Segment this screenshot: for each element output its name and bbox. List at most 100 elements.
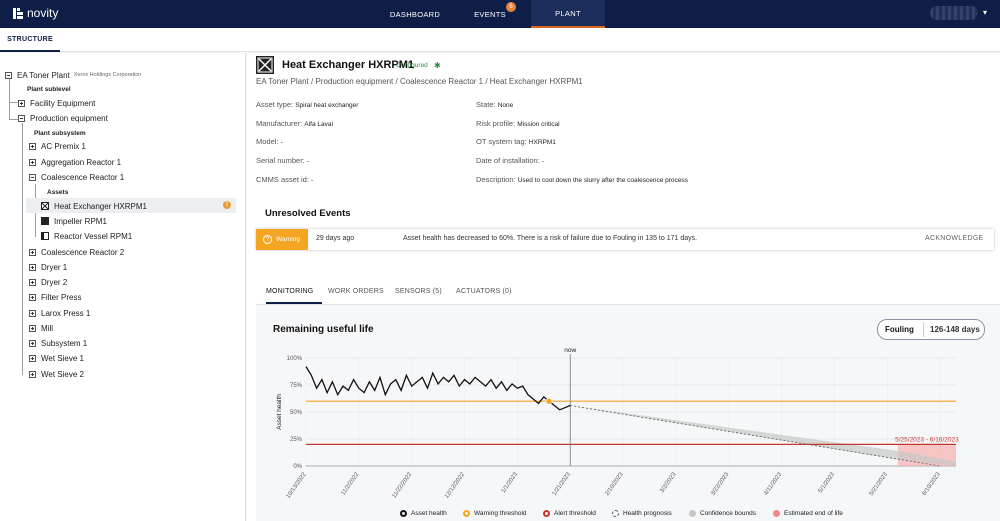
tree-connector	[9, 102, 19, 103]
tree-node-subsystem[interactable]: Larox Press 1	[29, 306, 90, 320]
expand-icon[interactable]	[29, 354, 36, 362]
question-icon: ?	[263, 235, 272, 244]
y-tick-label: 0%	[293, 464, 302, 470]
tab-divider	[256, 304, 1000, 305]
tree-node-subsystem[interactable]: Wet Sieve 1	[29, 351, 84, 365]
collapse-icon[interactable]	[5, 71, 12, 79]
legend-alert-threshold[interactable]: Alert threshold	[543, 510, 596, 517]
x-tick-label: 2/10/2023	[604, 471, 625, 497]
chevron-down-icon[interactable]: ▾	[983, 8, 988, 17]
collapse-icon[interactable]	[29, 173, 36, 181]
plant-structure-tree	[0, 53, 246, 521]
x-tick-label: 4/11/2023	[763, 471, 783, 496]
tab-sensors[interactable]: SENSORS (5)	[395, 288, 442, 295]
tree-node-asset[interactable]: Impeller RPM1	[41, 214, 107, 228]
app-logo-text: novity	[27, 6, 59, 20]
user-account-menu[interactable]	[930, 6, 978, 20]
x-tick-label: 5/1/2023	[818, 471, 837, 494]
tree-node-subsystem[interactable]: Coalescence Reactor 1	[29, 170, 124, 184]
legend-asset-health[interactable]: Asset health	[400, 510, 447, 517]
expand-icon[interactable]	[29, 370, 36, 378]
tree-node-label: Larox Press 1	[41, 308, 91, 318]
legend-estimated-end-of-life[interactable]: Estimated end of life	[773, 510, 843, 517]
novity-logo-icon	[13, 7, 24, 19]
expand-icon[interactable]	[29, 293, 36, 301]
tree-node-subsystem[interactable]: AC Premix 1	[29, 139, 86, 153]
tab-actuators[interactable]: ACTUATORS (0)	[456, 288, 512, 295]
tree-node-asset-selected[interactable]: Heat Exchanger HXRPM1	[41, 199, 147, 213]
nav-dashboard[interactable]: DASHBOARD	[389, 9, 441, 19]
nav-events[interactable]: EVENTS	[455, 0, 525, 28]
monitoring-panel	[256, 305, 1000, 521]
app-logo[interactable]: novity	[13, 6, 58, 20]
legend-confidence-bounds[interactable]: Confidence bounds	[689, 510, 756, 517]
x-tick-label: 6/10/2023	[922, 471, 943, 497]
warning-crossing-marker	[545, 397, 553, 405]
x-tick-label: 3/22/2023	[710, 471, 731, 497]
expand-icon[interactable]	[18, 99, 25, 107]
tree-node-subsystem[interactable]: Dryer 1	[29, 260, 67, 274]
impeller-icon	[41, 217, 49, 225]
tab-monitoring[interactable]: MONITORING	[266, 284, 322, 304]
tree-node-label: Facility Equipment	[30, 98, 96, 108]
x-tick-label: 1/21/2023	[552, 471, 573, 497]
failure-mode-chip[interactable]: Fouling 126-148 days	[877, 319, 985, 340]
expand-icon[interactable]	[29, 339, 36, 347]
tree-node-facility[interactable]: Facility Equipment	[18, 96, 95, 110]
tree-node-subsystem[interactable]: Aggregation Reactor 1	[29, 155, 121, 169]
expand-icon[interactable]	[29, 324, 36, 332]
event-age: 29 days ago	[316, 235, 355, 242]
nav-plant[interactable]: PLANT	[531, 0, 605, 28]
expand-icon[interactable]	[29, 158, 36, 166]
prop-state: State: None	[476, 100, 514, 109]
reactor-vessel-icon	[41, 232, 49, 240]
expand-icon[interactable]	[29, 278, 36, 286]
asset-health-line	[305, 366, 571, 411]
tree-connector	[9, 119, 19, 120]
prop-asset-type: Asset type: Spiral heat exchanger	[256, 100, 359, 109]
tree-node-production[interactable]: Production equipment	[18, 111, 108, 125]
tree-node-subsystem[interactable]: Filter Press	[29, 290, 81, 304]
gear-icon[interactable]: ✱	[434, 61, 441, 70]
legend-swatch	[773, 510, 780, 517]
legend-swatch	[463, 510, 470, 517]
unresolved-events-heading: Unresolved Events	[265, 208, 351, 219]
y-axis-label: Asset health	[276, 394, 283, 430]
expand-icon[interactable]	[29, 142, 36, 150]
expand-icon[interactable]	[29, 248, 36, 256]
x-tick-label: 12/12/2022	[444, 471, 467, 500]
x-tick-label: 3/2/2023	[659, 471, 678, 494]
legend-health-prognosis[interactable]: Health prognosis	[612, 510, 672, 517]
y-tick-label: 50%	[290, 410, 303, 416]
tree-node-asset[interactable]: Reactor Vessel RPM1	[41, 229, 132, 243]
x-tick-label: 10/13/2022	[285, 471, 308, 500]
legend-swatch	[689, 510, 696, 517]
heat-exchanger-icon	[41, 202, 49, 210]
legend-warning-threshold[interactable]: Warning threshold	[463, 510, 527, 517]
breadcrumb: EA Toner Plant / Production equipment / …	[256, 77, 583, 86]
failure-mode-label: Fouling	[885, 325, 914, 334]
expand-icon[interactable]	[29, 263, 36, 271]
now-label: now	[564, 347, 576, 354]
warning-badge-icon: !	[223, 201, 231, 209]
tree-node-subsystem[interactable]: Mill	[29, 321, 53, 335]
tree-node-subsystem[interactable]: Wet Sieve 2	[29, 367, 84, 381]
heat-exchanger-icon	[256, 56, 274, 74]
prop-serial-number: Serial number: -	[256, 156, 310, 165]
expand-icon[interactable]	[29, 309, 36, 317]
prop-cmms-asset-id: CMMS asset id: -	[256, 175, 314, 184]
acknowledge-button[interactable]: ACKNOWLEDGE	[925, 235, 984, 242]
tab-structure[interactable]: STRUCTURE	[0, 28, 60, 52]
collapse-icon[interactable]	[18, 114, 25, 122]
tab-work-orders[interactable]: WORK ORDERS	[328, 288, 384, 295]
tree-root-label: EA Toner Plant	[17, 70, 70, 80]
legend-swatch	[400, 510, 407, 517]
chip-divider	[923, 322, 924, 337]
tree-node-subsystem[interactable]: Coalescence Reactor 2	[29, 245, 124, 259]
confidence-bounds-area	[570, 405, 956, 466]
legend-swatch	[612, 510, 619, 517]
tree-node-subsystem[interactable]: Subsystem 1	[29, 336, 87, 350]
tree-node-root[interactable]: EA Toner Plant Xerox Holdings Corporatio…	[5, 68, 141, 82]
tree-node-subsystem[interactable]: Dryer 2	[29, 275, 67, 289]
event-card[interactable]: ? Warning 29 days ago Asset health has d…	[256, 229, 994, 250]
